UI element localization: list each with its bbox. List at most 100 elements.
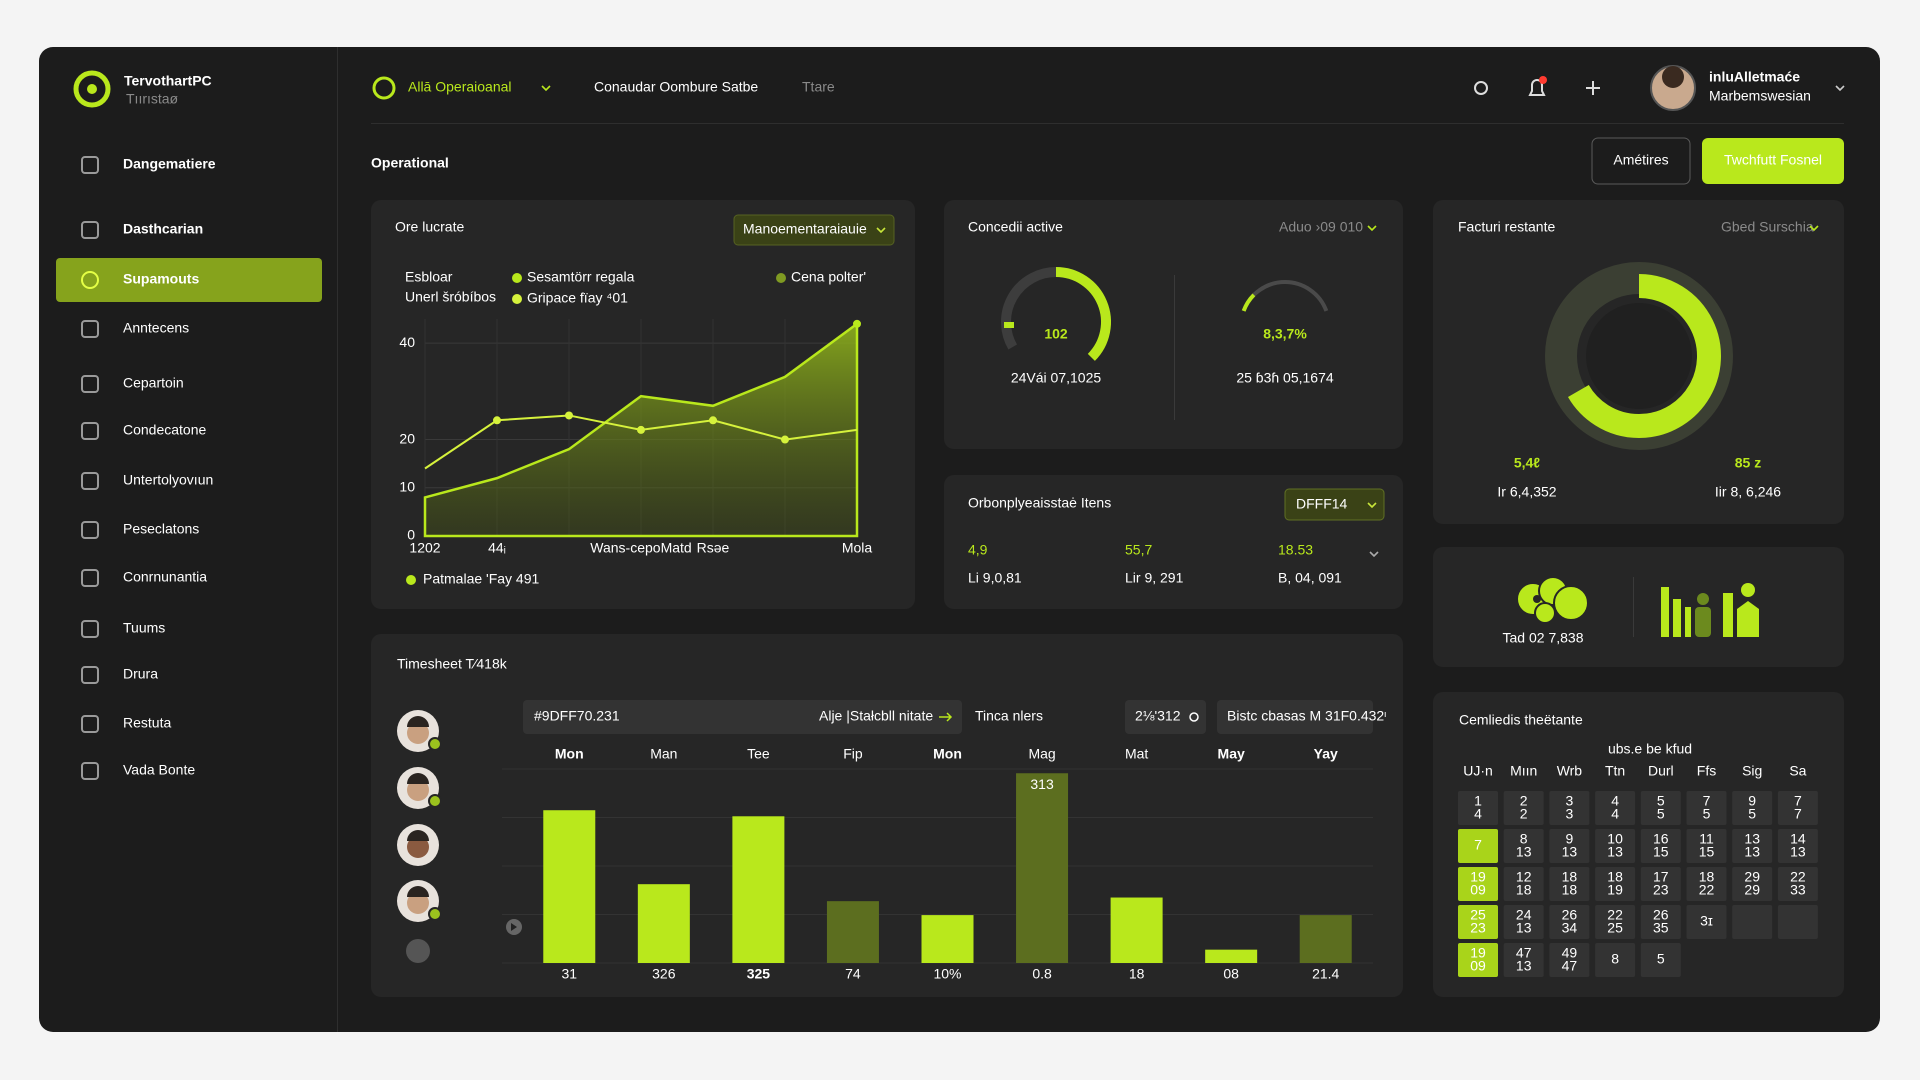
top-icon[interactable] bbox=[1474, 81, 1488, 95]
nav-label[interactable]: Untertolyovıun bbox=[123, 472, 213, 488]
nav-label[interactable]: Vada Bonte bbox=[123, 762, 195, 778]
day-cell[interactable] bbox=[1503, 791, 1544, 825]
day-cell[interactable] bbox=[1686, 791, 1727, 825]
day-cell[interactable] bbox=[1732, 867, 1773, 901]
day-cell[interactable] bbox=[1503, 829, 1544, 863]
day-cell[interactable] bbox=[1458, 867, 1498, 901]
day-number: 25 bbox=[1470, 907, 1486, 923]
day-cell[interactable] bbox=[1595, 867, 1636, 901]
button-primary[interactable] bbox=[1702, 138, 1844, 184]
nav-item[interactable]: Dasthcarian bbox=[81, 221, 203, 239]
day-cell[interactable] bbox=[1640, 867, 1681, 901]
day-cell[interactable] bbox=[1640, 943, 1681, 977]
day-cell[interactable] bbox=[1777, 829, 1818, 863]
search-text[interactable]: #9DFF70.231 bbox=[534, 708, 620, 724]
filter-button-label[interactable]: DFFF14 bbox=[1296, 496, 1348, 512]
day-cell[interactable] bbox=[1549, 791, 1590, 825]
day-number: 3 bbox=[1566, 793, 1574, 809]
day-cell[interactable] bbox=[1549, 867, 1590, 901]
day-cell[interactable] bbox=[1686, 867, 1727, 901]
nav-item[interactable]: Vada Bonte bbox=[81, 762, 195, 780]
day-cell[interactable] bbox=[1503, 867, 1544, 901]
day-number: 7 bbox=[1474, 837, 1482, 853]
day-cell[interactable] bbox=[1732, 791, 1773, 825]
status-label[interactable]: Allā Operaioanal bbox=[408, 79, 512, 95]
day-cell[interactable] bbox=[1777, 905, 1818, 939]
nav-label[interactable]: Anntecens bbox=[123, 320, 189, 336]
top-link[interactable]: Conaudar Oombure Satbe bbox=[594, 79, 758, 95]
day-cell[interactable] bbox=[1595, 943, 1636, 977]
dropdown-label[interactable]: Aduo ›09 010 bbox=[1279, 219, 1363, 235]
button-label[interactable]: Amétires bbox=[1613, 152, 1668, 168]
nav-label[interactable]: Cepartoin bbox=[123, 375, 184, 391]
day-number: 29 bbox=[1744, 869, 1760, 885]
nav-item[interactable]: Dangematiere bbox=[81, 156, 216, 174]
day-cell[interactable] bbox=[1595, 791, 1636, 825]
top-link[interactable]: Ttare bbox=[802, 79, 835, 95]
day-cell[interactable] bbox=[1640, 829, 1681, 863]
nav-label[interactable]: Conrnunantia bbox=[123, 569, 207, 585]
nav-label[interactable]: Restuta bbox=[123, 715, 171, 731]
badge-box[interactable] bbox=[1125, 700, 1206, 734]
day-cell[interactable] bbox=[1458, 791, 1498, 825]
plus-icon[interactable] bbox=[1586, 81, 1600, 95]
x-label: 325 bbox=[747, 966, 771, 982]
search-box[interactable] bbox=[523, 700, 962, 734]
nav-item[interactable]: Anntecens bbox=[81, 320, 189, 338]
day-cell[interactable] bbox=[1549, 829, 1590, 863]
day-cell[interactable] bbox=[1549, 905, 1590, 939]
badge-text[interactable]: 2⅛'312 bbox=[1135, 708, 1181, 724]
button-outline[interactable] bbox=[1591, 137, 1691, 185]
nav-item[interactable]: Drura bbox=[81, 666, 158, 684]
bell-icon[interactable] bbox=[1528, 79, 1546, 96]
day-cell[interactable] bbox=[1732, 829, 1773, 863]
nav-label[interactable]: Drura bbox=[123, 666, 158, 682]
dropdown-label[interactable]: Gbed Surschia bbox=[1721, 219, 1814, 235]
hours-card: Ore lucrate Manoementaraiauie Esbloar Unerl… bbox=[371, 200, 915, 609]
day-cell[interactable] bbox=[1458, 905, 1498, 939]
user-name: inluAlletmaće bbox=[1709, 69, 1800, 85]
day-cell[interactable] bbox=[1549, 943, 1590, 977]
filter-button[interactable] bbox=[1284, 488, 1385, 521]
nav-label[interactable]: Peseclatons bbox=[123, 521, 199, 537]
day-cell[interactable] bbox=[1640, 905, 1681, 939]
day-sub: 47 bbox=[1562, 958, 1578, 974]
day-cell[interactable] bbox=[1777, 791, 1818, 825]
day-cell[interactable] bbox=[1503, 943, 1544, 977]
nav-item[interactable]: Peseclatons bbox=[81, 521, 199, 539]
x-label: 0.8 bbox=[1032, 966, 1052, 982]
day-cell[interactable] bbox=[1595, 905, 1636, 939]
nav-item[interactable]: Untertolyovıun bbox=[81, 472, 213, 490]
filter-text[interactable]: Alje |Stałcbll nitate bbox=[819, 708, 933, 724]
nav-label[interactable]: Condecatone bbox=[123, 422, 207, 438]
dropdown-label[interactable]: Manoementaraiauie bbox=[743, 221, 867, 237]
point bbox=[781, 435, 789, 444]
dropdown[interactable] bbox=[733, 214, 895, 246]
nav-item[interactable]: Conrnunantia bbox=[81, 569, 207, 587]
button-label[interactable]: Twchfutt Fosnel bbox=[1724, 152, 1822, 168]
nav-item[interactable]: Condecatone bbox=[81, 422, 207, 440]
nav-item[interactable]: Supamouts bbox=[56, 258, 322, 302]
day-cell[interactable] bbox=[1686, 829, 1727, 863]
nav-icon bbox=[81, 375, 99, 393]
day-cell[interactable] bbox=[1640, 791, 1681, 825]
nav-label[interactable]: Dasthcarian bbox=[123, 221, 203, 237]
day-cell[interactable] bbox=[1458, 829, 1498, 863]
day-cell[interactable] bbox=[1732, 905, 1773, 939]
day-cell[interactable] bbox=[1777, 867, 1818, 901]
day-cell[interactable] bbox=[1503, 905, 1544, 939]
nav-item[interactable]: Cepartoin bbox=[81, 375, 184, 393]
gauge-track bbox=[1001, 267, 1057, 350]
nav-label[interactable]: Supamouts bbox=[123, 271, 199, 287]
nav-item[interactable]: Tuums bbox=[81, 620, 165, 638]
timesheet-card: Timesheet T⁄418k #9DFF70.231 Alje |Stałcbl… bbox=[371, 634, 1403, 997]
point bbox=[637, 425, 645, 434]
nav-label[interactable]: Dangematiere bbox=[123, 156, 216, 172]
day-cell[interactable] bbox=[1686, 905, 1727, 939]
nav-label[interactable]: Tuums bbox=[123, 620, 165, 636]
icon-person bbox=[1697, 593, 1709, 605]
day-cell[interactable] bbox=[1595, 829, 1636, 863]
day-cell[interactable] bbox=[1458, 943, 1498, 977]
stat-value: 85 z bbox=[1735, 455, 1761, 471]
nav-item[interactable]: Restuta bbox=[81, 715, 171, 733]
